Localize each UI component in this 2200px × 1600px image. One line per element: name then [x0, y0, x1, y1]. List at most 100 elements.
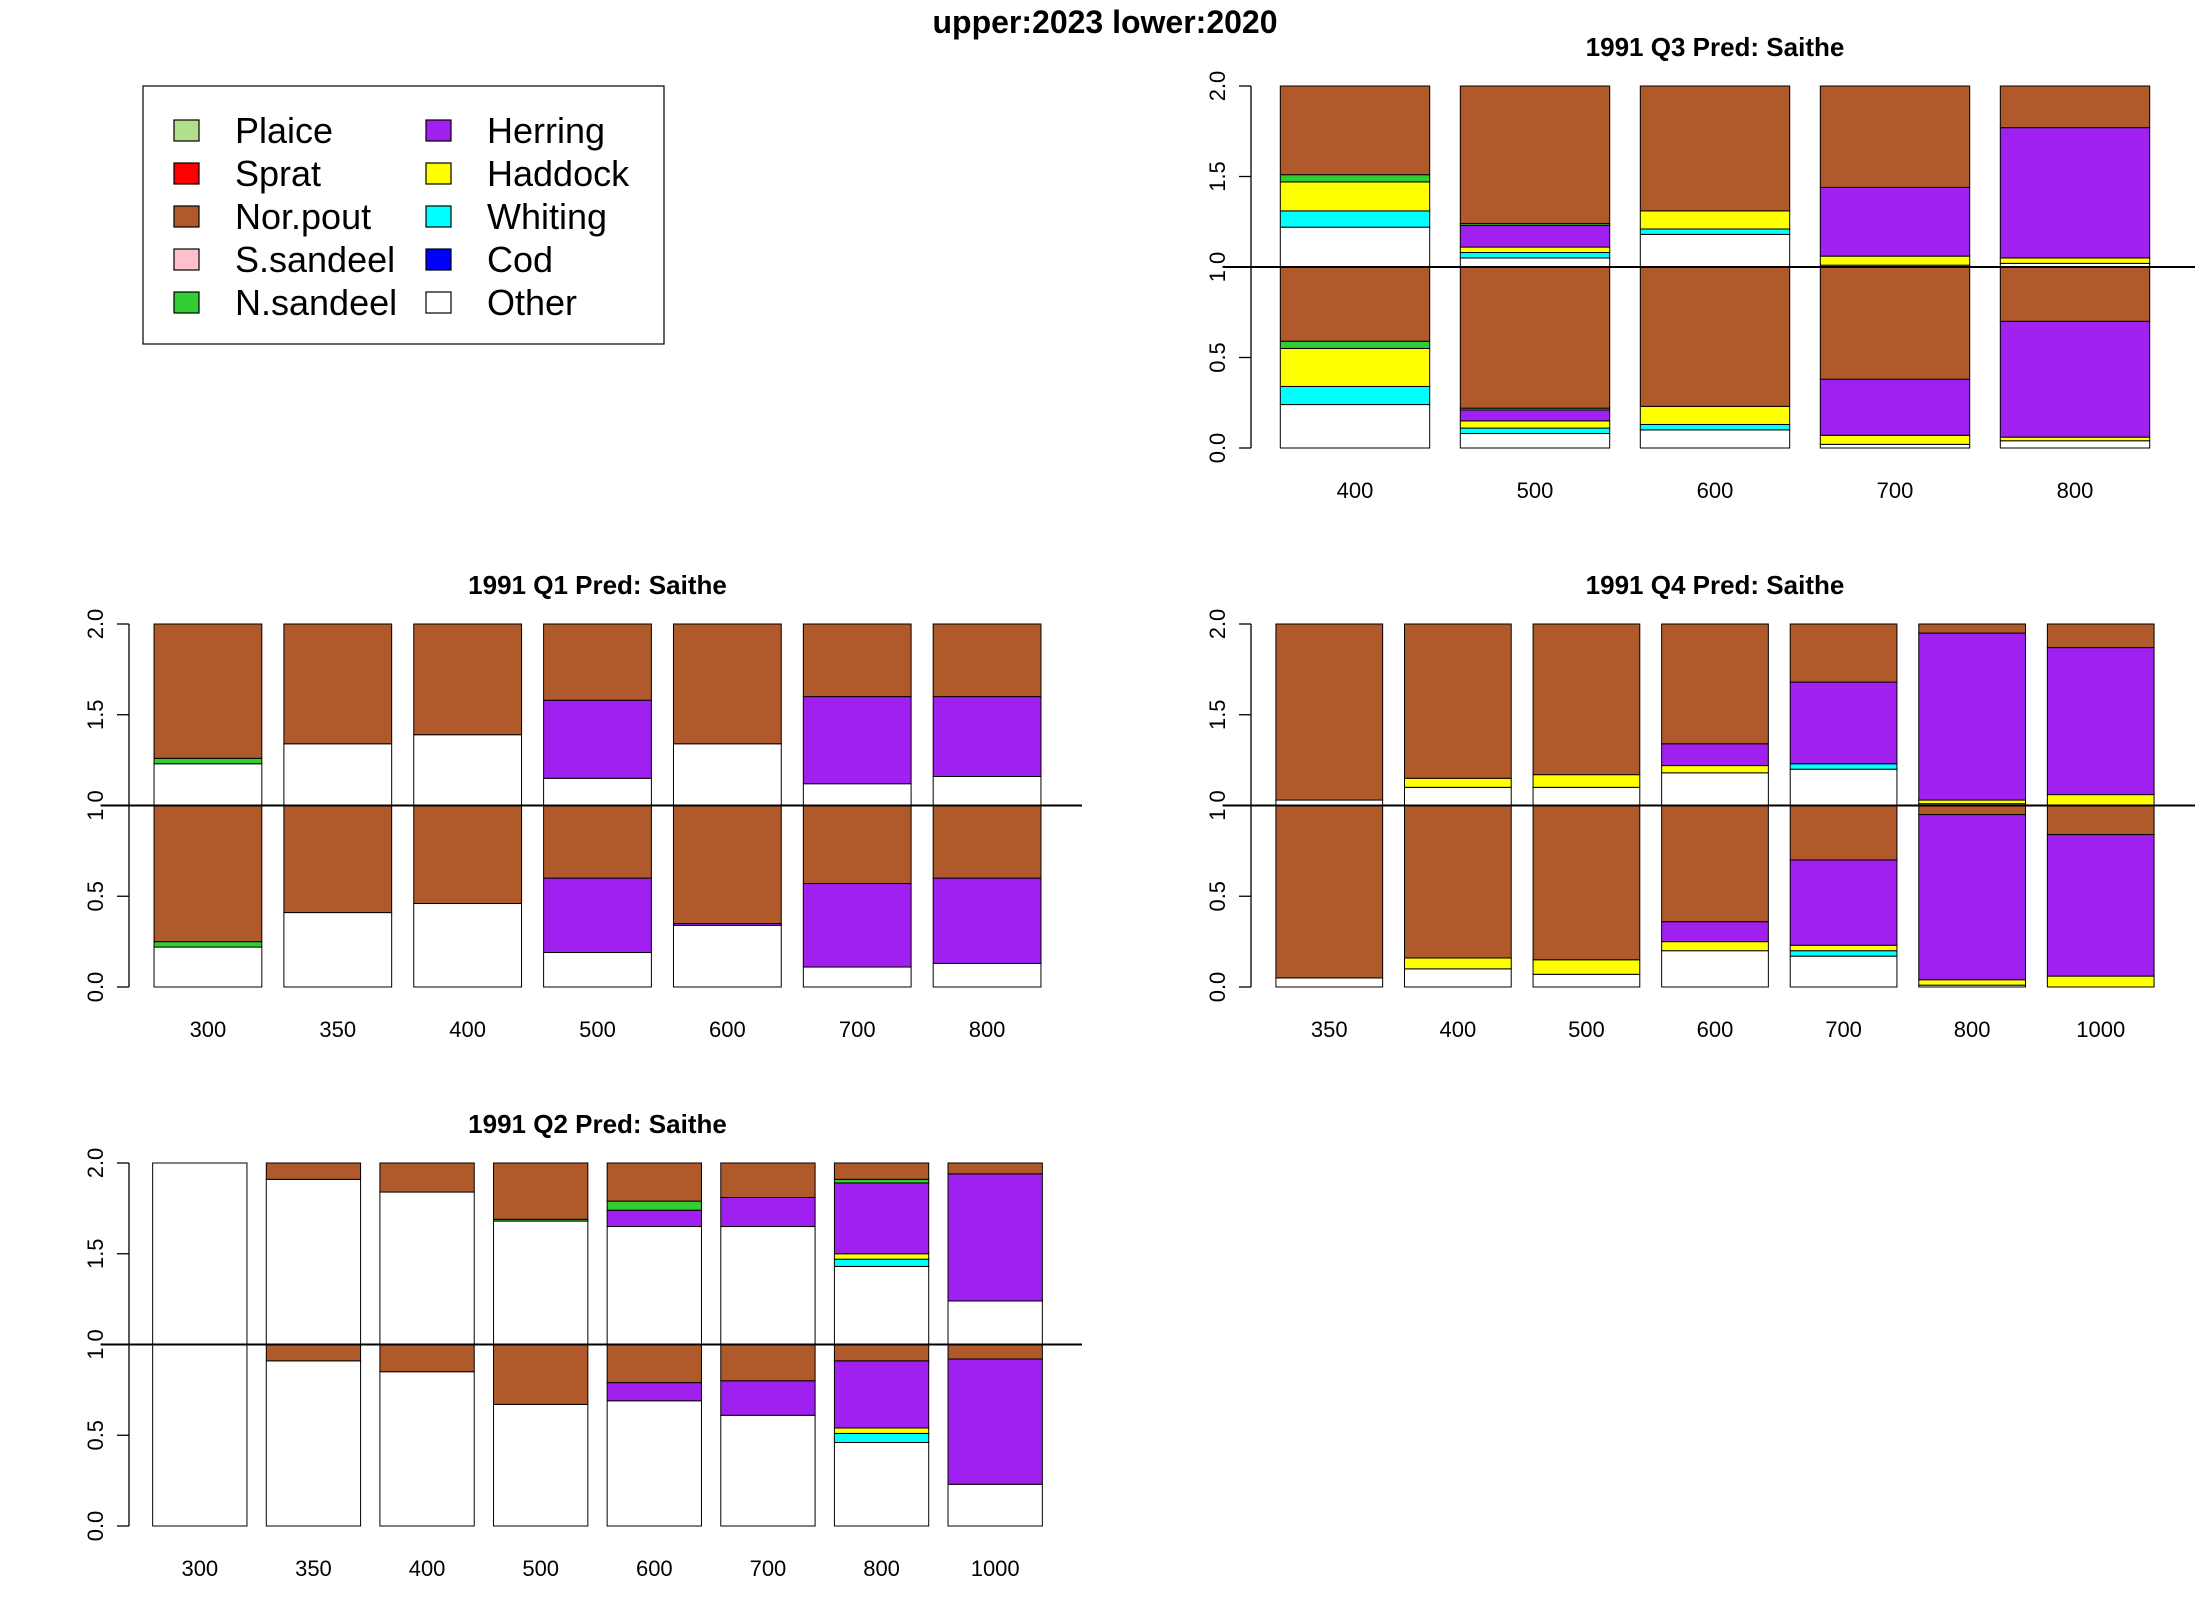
bar-segment-lower-herring: [932, 877, 1042, 964]
y-tick-label: 2.0: [1205, 609, 1230, 640]
bar-segment-upper-herring: [543, 699, 652, 779]
bar-segment-upper-whiting: [1279, 210, 1431, 228]
bar-800: [1918, 623, 2027, 988]
bar-segment-upper-other: [1661, 772, 1769, 807]
bar-segment-lower-herring: [802, 883, 912, 968]
y-tick-label: 0.0: [1205, 433, 1230, 464]
bar-segment-upper-other: [672, 743, 782, 806]
bar-segment-upper-haddock: [1819, 255, 1971, 266]
bar-segment-lower-other: [606, 1400, 702, 1527]
bar-600: [672, 623, 782, 988]
legend-swatch-whiting: [425, 205, 452, 228]
bar-segment-lower-herring: [1918, 814, 2027, 981]
bar-segment-lower-nor-pout: [283, 805, 393, 914]
bar-segment-lower-other: [153, 946, 263, 988]
bar-segment-lower-whiting: [1459, 427, 1611, 435]
x-tick-label: 1000: [2076, 1017, 2125, 1042]
bar-segment-lower-nor-pout: [1459, 266, 1611, 409]
bar-segment-lower-other: [152, 1344, 248, 1527]
x-tick-label: 500: [522, 1556, 559, 1581]
bar-segment-lower-herring: [947, 1358, 1043, 1485]
bar-segment-upper-nor-pout: [2046, 623, 2155, 649]
y-tick-label: 2.0: [83, 1148, 108, 1179]
legend-label-sprat: Sprat: [235, 153, 321, 194]
legend-label-nor-pout: Nor.pout: [235, 196, 371, 237]
bar-segment-upper-haddock: [1532, 774, 1641, 788]
bar-segment-lower-herring: [833, 1360, 930, 1429]
panel-title: 1991 Q3 Pred: Saithe: [1586, 32, 1845, 62]
y-tick-label: 1.5: [83, 699, 108, 730]
bar-segment-upper-herring: [1999, 127, 2151, 259]
bar-segment-upper-other: [1279, 226, 1431, 268]
y-tick-label: 0.0: [1205, 972, 1230, 1003]
bar-600: [606, 1162, 702, 1527]
bar-segment-lower-n-sandeel: [153, 941, 263, 948]
bar-segment-lower-nor-pout: [1789, 805, 1898, 861]
bar-400: [379, 1162, 475, 1527]
bar-segment-lower-herring: [1661, 921, 1769, 943]
bar-segment-lower-whiting: [1639, 423, 1791, 431]
bar-segment-lower-herring: [1789, 859, 1898, 946]
x-tick-label: 600: [1697, 478, 1734, 503]
bar-segment-lower-other: [802, 966, 912, 988]
bar-segment-upper-nor-pout: [283, 623, 393, 745]
bar-segment-upper-haddock: [1999, 257, 2151, 264]
bar-segment-upper-other: [265, 1178, 362, 1345]
bar-segment-lower-haddock: [1279, 347, 1431, 387]
bar-segment-upper-nor-pout: [947, 1162, 1043, 1175]
bar-segment-lower-nor-pout: [1639, 266, 1791, 407]
bar-700: [802, 623, 912, 988]
bar-segment-lower-other: [720, 1414, 816, 1527]
bar-segment-upper-herring: [606, 1209, 702, 1228]
bar-segment-upper-nor-pout: [606, 1162, 702, 1202]
bar-segment-upper-other: [1459, 257, 1611, 268]
bar-300: [153, 623, 263, 988]
bar-segment-lower-nor-pout: [1661, 805, 1769, 923]
y-tick-label: 1.5: [83, 1238, 108, 1269]
bar-300: [152, 1162, 248, 1527]
bar-500: [1459, 85, 1611, 449]
bar-segment-upper-other: [802, 783, 912, 806]
bar-segment-lower-other: [493, 1403, 589, 1527]
bar-segment-upper-herring: [1661, 743, 1769, 767]
bar-segment-upper-haddock: [1918, 799, 2027, 805]
legend-label-other: Other: [487, 282, 577, 323]
x-tick-label: 1000: [971, 1556, 1020, 1581]
bar-segment-lower-nor-pout: [720, 1344, 816, 1382]
bar-700: [720, 1162, 816, 1527]
x-tick-label: 800: [2057, 478, 2094, 503]
bar-segment-upper-nor-pout: [672, 623, 782, 745]
y-tick-label: 0.5: [83, 1420, 108, 1451]
x-tick-label: 350: [295, 1556, 332, 1581]
x-tick-label: 700: [1877, 478, 1914, 503]
bar-segment-lower-haddock: [1532, 959, 1641, 975]
bar-segment-upper-n-sandeel: [606, 1200, 702, 1211]
bar-segment-lower-other: [413, 903, 523, 988]
bar-segment-lower-haddock: [833, 1427, 930, 1434]
x-tick-label: 400: [1337, 478, 1374, 503]
bar-segment-lower-n-sandeel: [1279, 340, 1431, 349]
bar-segment-lower-haddock: [1918, 979, 2027, 986]
bar-segment-lower-herring: [720, 1380, 816, 1416]
bar-segment-upper-herring: [720, 1196, 816, 1228]
y-tick-label: 0.0: [83, 972, 108, 1003]
bar-segment-lower-nor-pout: [153, 805, 263, 943]
bar-segment-lower-herring: [1999, 320, 2151, 438]
bar-segment-upper-n-sandeel: [1279, 174, 1431, 183]
y-tick-label: 0.5: [1205, 881, 1230, 912]
legend-swatch-cod: [425, 248, 452, 271]
bar-segment-upper-herring: [802, 696, 912, 785]
bar-segment-upper-other: [1532, 786, 1641, 806]
bar-segment-lower-other: [265, 1360, 362, 1527]
bar-segment-upper-other: [606, 1226, 702, 1346]
bar-segment-upper-other: [379, 1191, 475, 1346]
bar-500: [543, 623, 652, 988]
bar-segment-upper-other: [720, 1226, 816, 1346]
x-tick-label: 600: [1697, 1017, 1734, 1042]
bar-segment-upper-nor-pout: [265, 1162, 362, 1180]
bar-segment-lower-nor-pout: [2046, 805, 2155, 836]
bar-segment-lower-nor-pout: [1819, 266, 1971, 380]
x-tick-label: 350: [319, 1017, 356, 1042]
